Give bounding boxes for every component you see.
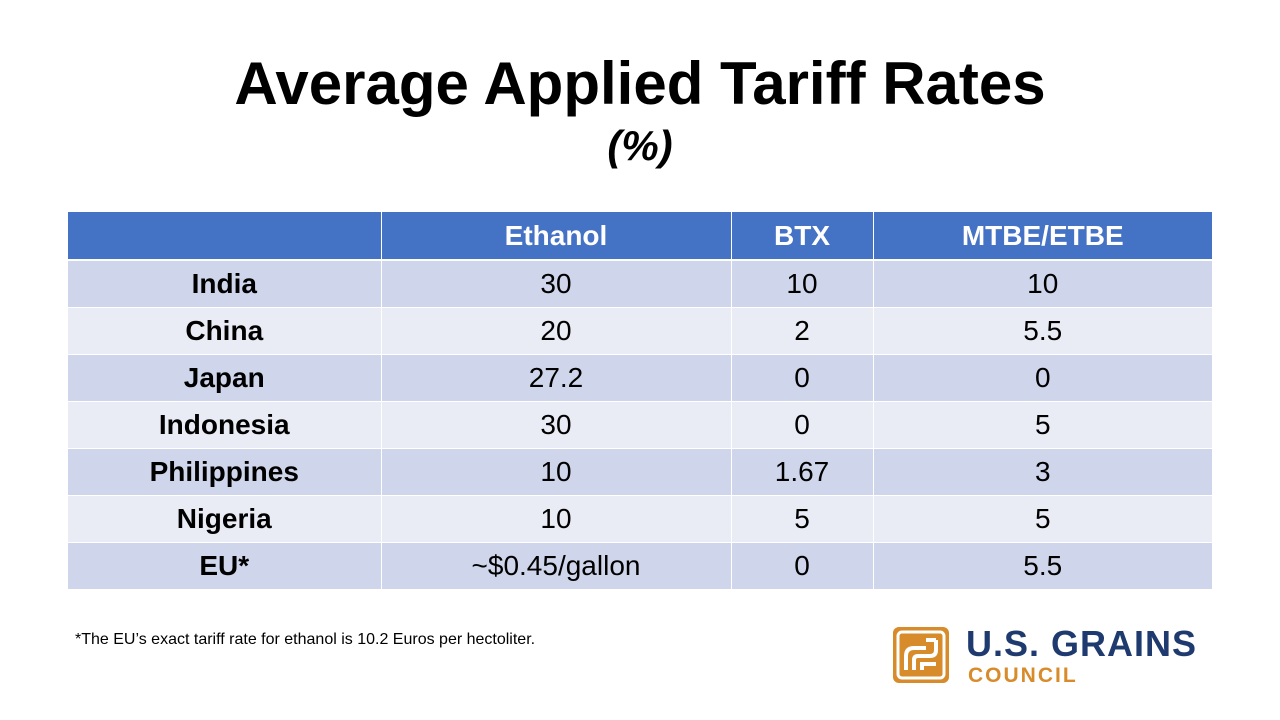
ethanol-cell: 30	[381, 401, 732, 449]
country-cell: Nigeria	[68, 495, 382, 543]
header-btx: BTX	[731, 212, 874, 261]
country-cell: China	[68, 307, 382, 355]
grain-leaf-logo-icon	[893, 627, 949, 683]
table-row: Indonesia 30 0 5	[68, 401, 1212, 449]
logo-name: U.S. GRAINS	[966, 623, 1198, 664]
table-row: Philippines 10 1.67 3	[68, 448, 1212, 496]
mtbe-cell: 10	[873, 260, 1212, 308]
tariff-table: Ethanol BTX MTBE/ETBE India 30 10 10 Chi…	[68, 212, 1212, 590]
table-row: Nigeria 10 5 5	[68, 495, 1212, 543]
us-grains-council-logo: U.S. GRAINS COUNCIL	[892, 623, 1222, 690]
table-row: Japan 27.2 0 0	[68, 354, 1212, 402]
slide-title: Average Applied Tariff Rates	[234, 50, 1046, 117]
btx-cell: 5	[731, 495, 874, 543]
country-cell: Philippines	[68, 448, 382, 496]
mtbe-cell: 5.5	[873, 307, 1212, 355]
footnote: *The EU’s exact tariff rate for ethanol …	[75, 631, 536, 648]
ethanol-cell: ~$0.45/gallon	[381, 542, 732, 590]
btx-cell: 0	[731, 354, 874, 402]
btx-cell: 2	[731, 307, 874, 355]
mtbe-cell: 5	[873, 495, 1212, 543]
mtbe-cell: 5	[873, 401, 1212, 449]
header-mtbe-etbe: MTBE/ETBE	[873, 212, 1212, 261]
table-row: China 20 2 5.5	[68, 307, 1212, 355]
slide-subtitle: (%)	[607, 122, 673, 169]
country-cell: EU*	[68, 542, 382, 590]
ethanol-cell: 27.2	[381, 354, 732, 402]
country-cell: Japan	[68, 354, 382, 402]
mtbe-cell: 5.5	[873, 542, 1212, 590]
table-row: India 30 10 10	[68, 260, 1212, 308]
ethanol-cell: 10	[381, 495, 732, 543]
table-header-row: Ethanol BTX MTBE/ETBE	[68, 212, 1212, 261]
ethanol-cell: 30	[381, 260, 732, 308]
table-row: EU* ~$0.45/gallon 0 5.5	[68, 542, 1212, 590]
header-country	[68, 212, 382, 261]
mtbe-cell: 0	[873, 354, 1212, 402]
btx-cell: 10	[731, 260, 874, 308]
country-cell: India	[68, 260, 382, 308]
logo-sub: COUNCIL	[968, 664, 1078, 687]
country-cell: Indonesia	[68, 401, 382, 449]
header-ethanol: Ethanol	[381, 212, 732, 261]
btx-cell: 1.67	[731, 448, 874, 496]
btx-cell: 0	[731, 542, 874, 590]
ethanol-cell: 20	[381, 307, 732, 355]
btx-cell: 0	[731, 401, 874, 449]
mtbe-cell: 3	[873, 448, 1212, 496]
ethanol-cell: 10	[381, 448, 732, 496]
